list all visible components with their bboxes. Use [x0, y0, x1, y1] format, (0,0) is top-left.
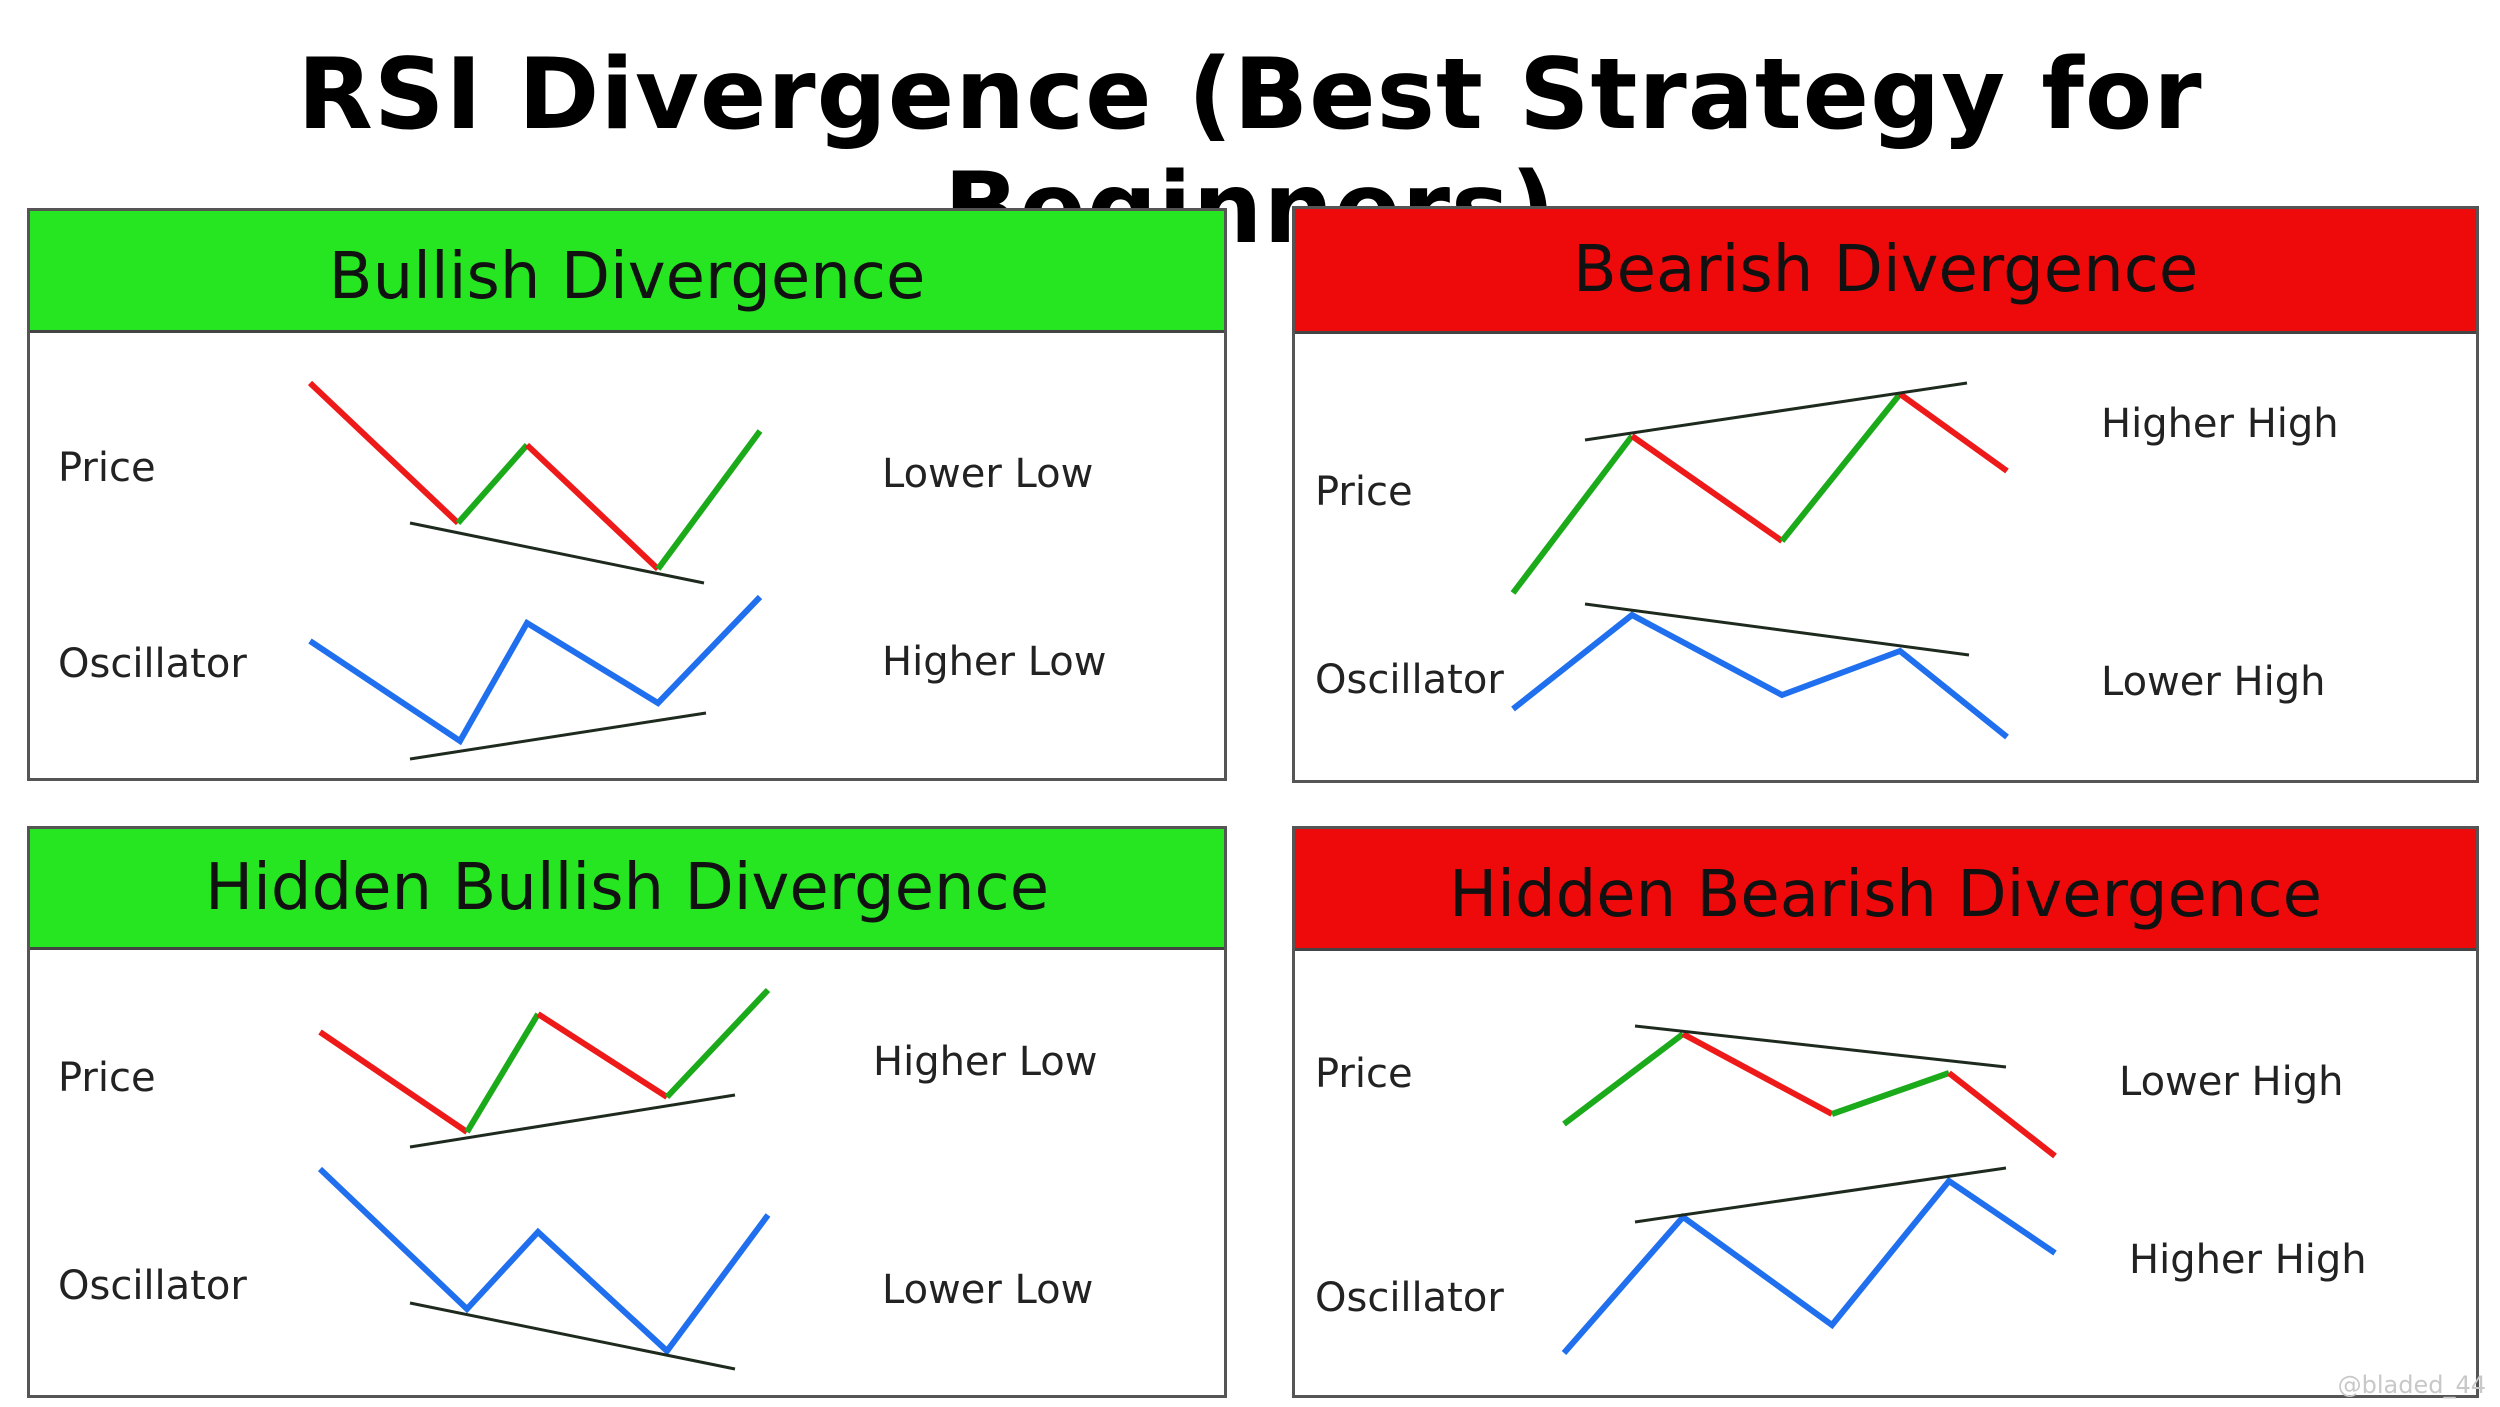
price-up-segment: [1779, 392, 1903, 543]
panel-bearish-divergence: Bearish Divergence Price Oscillator High…: [1292, 206, 2479, 783]
price-label: Price: [1315, 1051, 1413, 1097]
oscillator-label: Oscillator: [58, 641, 247, 687]
oscillator-label: Oscillator: [1315, 1275, 1504, 1321]
price-up-segment: [455, 443, 530, 525]
oscillator-line: [1511, 611, 2009, 740]
price-label: Price: [1315, 469, 1413, 515]
panel-title-hidden-bearish: Hidden Bearish Divergence: [1449, 857, 2322, 932]
oscillator-note: Higher Low: [882, 639, 1106, 685]
panel-bullish-divergence: Bullish Divergence Price Oscillator Lowe…: [27, 208, 1227, 781]
price-up-segment: [464, 1012, 541, 1134]
price-down-segment: [524, 442, 661, 572]
price-down-segment: [1947, 1070, 2057, 1159]
price-up-segment: [1510, 434, 1635, 595]
price-down-segment: [536, 1011, 669, 1100]
price-trend-line: [1634, 1024, 2007, 1069]
oscillator-trend-line: [1584, 602, 1970, 657]
panel-title-bullish: Bullish Divergence: [328, 239, 926, 314]
price-label: Price: [58, 1055, 156, 1101]
oscillator-trend-line: [409, 1301, 736, 1371]
diagram-hidden-bullish: Price Oscillator Higher Low Lower Low: [58, 987, 1097, 1371]
price-down-segment: [1681, 1031, 1834, 1117]
price-note: Higher Low: [873, 1039, 1097, 1085]
panel-header-bearish: Bearish Divergence: [1295, 209, 2476, 334]
oscillator-label: Oscillator: [1315, 657, 1504, 703]
panel-header-bullish: Bullish Divergence: [30, 211, 1224, 333]
oscillator-note: Higher High: [2129, 1237, 2367, 1283]
price-down-segment: [1898, 391, 2009, 474]
price-note: Lower Low: [882, 451, 1093, 497]
panel-hidden-bearish-divergence: Hidden Bearish Divergence Price Oscillat…: [1292, 826, 2479, 1398]
price-up-segment: [655, 429, 763, 571]
price-down-segment: [307, 380, 461, 526]
panel-title-hidden-bullish: Hidden Bullish Divergence: [204, 851, 1050, 925]
oscillator-trend-line: [1634, 1166, 2007, 1224]
oscillator-note: Lower High: [2101, 659, 2325, 705]
price-up-segment: [1831, 1070, 1950, 1117]
panel-header-hidden-bullish: Hidden Bullish Divergence: [30, 829, 1224, 950]
panel-header-hidden-bearish: Hidden Bearish Divergence: [1295, 829, 2476, 951]
price-note: Higher High: [2101, 401, 2339, 447]
price-trend-line: [1584, 381, 1968, 442]
price-up-segment: [664, 987, 771, 1100]
price-down-segment: [318, 1029, 469, 1135]
oscillator-trend-line: [409, 711, 707, 761]
oscillator-line: [317, 1166, 771, 1356]
price-down-segment: [1630, 433, 1784, 544]
oscillator-label: Oscillator: [58, 1263, 247, 1309]
oscillator-note: Lower Low: [882, 1267, 1093, 1313]
price-note: Lower High: [2119, 1059, 2343, 1105]
price-label: Price: [58, 445, 156, 491]
panel-title-bearish: Bearish Divergence: [1572, 233, 2199, 307]
oscillator-line: [1561, 1176, 2057, 1355]
diagram-bullish: Price Oscillator Lower Low Higher Low: [58, 380, 1106, 761]
price-trend-line: [409, 521, 705, 585]
price-trend-line: [409, 1093, 736, 1149]
watermark: @bladed_44: [2337, 1371, 2486, 1399]
diagram-bearish: Price Oscillator Higher High Lower High: [1315, 381, 2339, 740]
oscillator-line: [308, 594, 763, 746]
price-up-segment: [1562, 1031, 1685, 1127]
diagram-hidden-bearish: Price Oscillator Lower High Higher High: [1315, 1024, 2367, 1355]
panel-hidden-bullish-divergence: Hidden Bullish Divergence Price Oscillat…: [27, 826, 1227, 1398]
